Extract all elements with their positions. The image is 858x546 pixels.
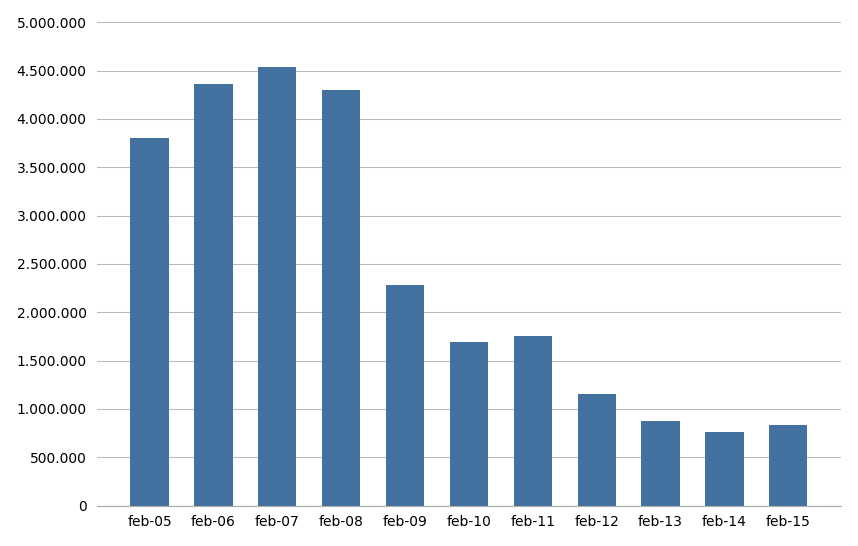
Bar [194,84,233,506]
Bar [514,336,552,506]
Bar [642,422,680,506]
Bar [450,342,488,506]
Bar [258,67,297,506]
Bar [386,285,424,506]
Bar [322,90,360,506]
Bar [577,394,616,506]
Bar [705,432,744,506]
Bar [769,425,807,506]
Bar [130,138,169,506]
